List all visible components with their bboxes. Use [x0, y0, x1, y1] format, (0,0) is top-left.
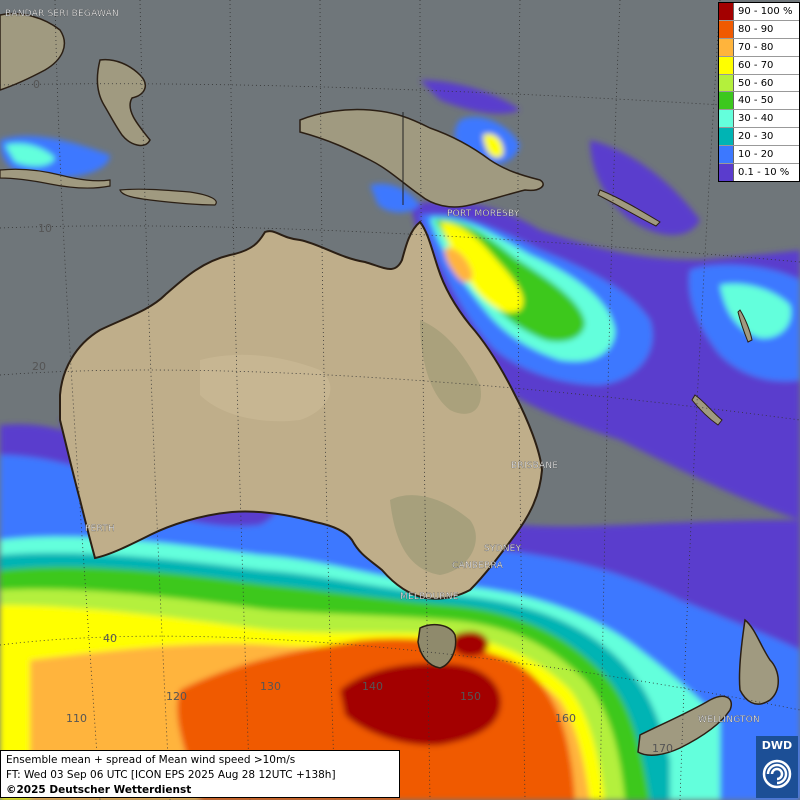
legend-label: 90 - 100 %: [738, 5, 793, 17]
legend-swatch: [719, 146, 734, 164]
grid-label: 150: [460, 690, 481, 703]
city-label-canberra: CANBERRA: [452, 561, 504, 571]
legend-entry: 90 - 100 %: [719, 3, 799, 21]
legend-label: 20 - 30: [738, 131, 774, 143]
city-label-sydney: SYDNEY: [484, 544, 522, 554]
city-labels: BANDAR SERI BEGAWAN PORT MORESBY BRISBAN…: [5, 9, 760, 725]
legend-swatch: [719, 164, 734, 181]
legend-entry: 30 - 40: [719, 110, 799, 129]
city-label-brisbane: BRISBANE: [511, 461, 558, 471]
legend-label: 60 - 70: [738, 59, 774, 71]
dwd-logo: DWD: [756, 736, 798, 798]
dwd-logo-text: DWD: [761, 739, 793, 752]
city-label-wellington: WELLINGTON: [698, 715, 760, 725]
legend-label: 50 - 60: [738, 77, 774, 89]
city-label-bandar-seri-begawan: BANDAR SERI BEGAWAN: [5, 9, 119, 19]
city-label-port-moresby: PORT MORESBY: [447, 209, 520, 219]
legend-entry: 40 - 50: [719, 92, 799, 111]
product-description: Ensemble mean + spread of Mean wind spee…: [6, 754, 296, 766]
legend-swatch: [719, 74, 734, 92]
grid-label: 40: [103, 632, 117, 645]
grid-label: 0: [33, 78, 40, 91]
legend-swatch: [719, 110, 734, 128]
legend-swatch: [719, 128, 734, 146]
legend-label: 10 - 20: [738, 149, 774, 161]
legend: 90 - 100 % 80 - 90 70 - 80 60 - 70 50 - …: [718, 2, 800, 182]
grid-label: 140: [362, 680, 383, 693]
legend-label: 80 - 90: [738, 23, 774, 35]
grid-label: 110: [66, 712, 87, 725]
land: [0, 12, 779, 756]
grid-label: 160: [555, 712, 576, 725]
legend-swatch: [719, 20, 734, 38]
copyright-notice: ©2025 Deutscher Wetterdienst: [6, 784, 192, 796]
city-label-melbourne: MELBOURNE: [400, 592, 459, 602]
dwd-swirl-icon: [762, 759, 792, 789]
legend-entry: 70 - 80: [719, 38, 799, 57]
legend-swatch: [719, 3, 734, 20]
grid-label: 10: [38, 222, 52, 235]
grid-label: 170: [652, 742, 673, 755]
city-label-perth: PERTH: [85, 524, 115, 534]
legend-label: 70 - 80: [738, 41, 774, 53]
legend-entry: 80 - 90: [719, 20, 799, 39]
info-box: Ensemble mean + spread of Mean wind spee…: [0, 750, 400, 798]
grid-labels: 0 10 20 40 110 120 130 140 150 160 170: [32, 78, 673, 755]
legend-entry: 0.1 - 10 %: [719, 164, 799, 181]
legend-swatch: [719, 92, 734, 110]
legend-entry: 20 - 30: [719, 128, 799, 147]
grid-label: 20: [32, 360, 46, 373]
legend-swatch: [719, 38, 734, 56]
legend-swatch: [719, 56, 734, 74]
legend-entry: 50 - 60: [719, 74, 799, 93]
grid-label: 120: [166, 690, 187, 703]
grid-label: 130: [260, 680, 281, 693]
forecast-time: FT: Wed 03 Sep 06 UTC [ICON EPS 2025 Aug…: [6, 769, 336, 781]
legend-entry: 60 - 70: [719, 56, 799, 75]
legend-label: 30 - 40: [738, 113, 774, 125]
legend-entry: 10 - 20: [719, 146, 799, 165]
legend-label: 40 - 50: [738, 95, 774, 107]
legend-label: 0.1 - 10 %: [738, 166, 790, 178]
